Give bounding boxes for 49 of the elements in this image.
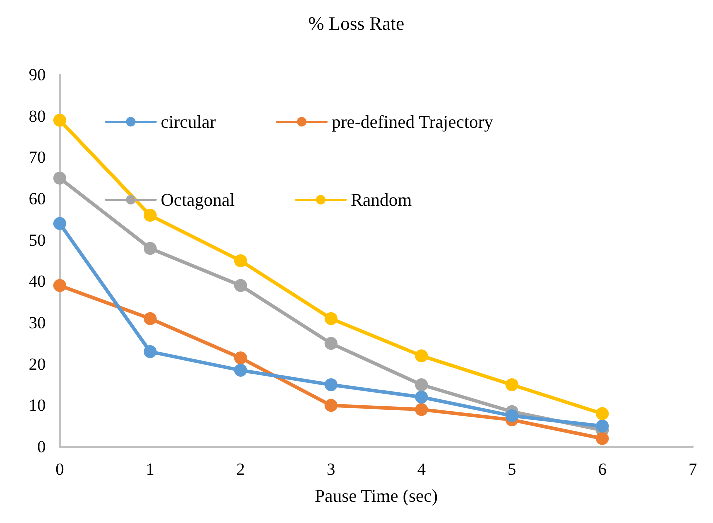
legend-label: pre-defined Trajectory [332,112,494,132]
y-tick-label: 0 [38,438,46,456]
point [234,254,248,268]
point [596,432,610,446]
point [234,364,248,378]
point [324,312,338,326]
x-tick-label: 4 [417,460,426,479]
point [234,279,248,292]
x-axis-title: Pause Time (sec) [315,486,438,506]
point [324,399,338,412]
y-tick-label: 40 [29,272,46,292]
point [506,410,519,422]
y-tick-label: 80 [29,106,46,126]
point [144,209,157,222]
y-tick-label: 10 [29,396,46,416]
x-tick-label: 7 [688,460,698,479]
point [324,337,338,350]
point [54,217,66,230]
y-tick-label: 70 [29,148,46,168]
legend-label: circular [161,112,216,132]
point [415,403,428,416]
y-tick-label: 50 [29,230,46,250]
chart-title: % Loss Rate [308,14,405,35]
point [54,114,66,127]
point [415,390,428,404]
point [234,352,248,365]
x-tick-label: 5 [508,460,516,479]
point [506,378,519,392]
x-tick-label: 6 [598,460,607,479]
x-tick-label: 2 [236,460,246,479]
point [324,378,338,392]
point [596,420,610,433]
x-tick-label: 0 [56,460,64,479]
point [415,378,428,392]
point [596,407,610,420]
x-tick-label: 3 [327,460,336,479]
x-tick-label: 1 [146,460,155,479]
y-tick-label: 20 [29,354,46,374]
legend-label: Octagonal [161,190,235,210]
y-tick-label: 30 [29,314,46,332]
point [54,172,66,185]
point [54,279,66,292]
point [144,242,157,256]
point [144,312,157,326]
point [415,350,428,363]
y-tick-label: 90 [29,66,46,84]
legend-label: Random [350,190,412,210]
y-tick-label: 60 [29,190,46,208]
point [144,345,157,358]
